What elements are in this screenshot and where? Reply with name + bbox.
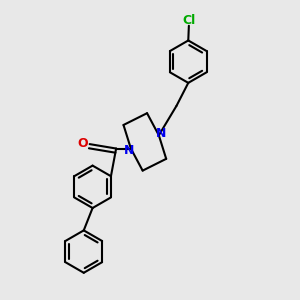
Text: O: O	[77, 137, 88, 150]
Text: N: N	[124, 144, 135, 158]
Text: N: N	[156, 127, 166, 140]
Text: Cl: Cl	[182, 14, 196, 27]
